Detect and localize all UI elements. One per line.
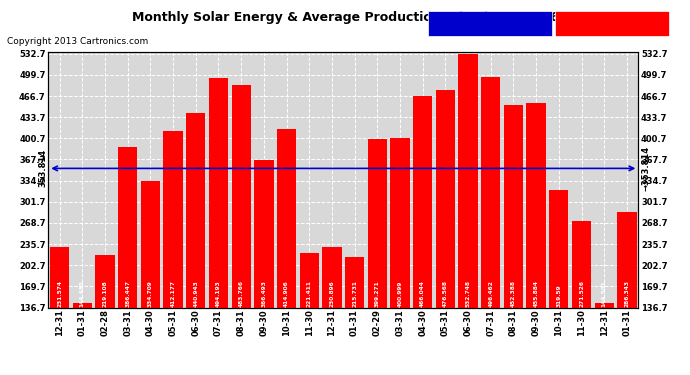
Bar bbox=[277, 129, 296, 308]
Text: 452.388: 452.388 bbox=[511, 280, 516, 307]
Text: 496.462: 496.462 bbox=[489, 280, 493, 307]
Text: 366.493: 366.493 bbox=[262, 280, 266, 307]
Text: 440.943: 440.943 bbox=[193, 280, 198, 307]
Bar bbox=[526, 103, 546, 308]
Bar bbox=[322, 247, 342, 308]
Bar bbox=[595, 303, 614, 307]
Text: 483.766: 483.766 bbox=[239, 280, 244, 307]
Bar bbox=[391, 138, 410, 308]
Bar bbox=[141, 181, 160, 308]
Bar bbox=[254, 160, 273, 308]
Text: Average  (kWh): Average (kWh) bbox=[453, 19, 526, 28]
Bar bbox=[618, 211, 637, 308]
Text: 494.193: 494.193 bbox=[216, 280, 221, 307]
Text: 231.574: 231.574 bbox=[57, 280, 62, 307]
Bar bbox=[413, 96, 433, 308]
Bar bbox=[368, 139, 387, 308]
Text: 399.271: 399.271 bbox=[375, 280, 380, 307]
Text: 271.526: 271.526 bbox=[579, 280, 584, 307]
Text: 144.485: 144.485 bbox=[80, 280, 85, 307]
Text: →353.814: →353.814 bbox=[641, 146, 650, 191]
Text: 319.59: 319.59 bbox=[556, 284, 562, 307]
Text: 144.501: 144.501 bbox=[602, 280, 607, 307]
Bar bbox=[345, 257, 364, 307]
Text: 215.731: 215.731 bbox=[352, 280, 357, 307]
Text: 532.748: 532.748 bbox=[466, 280, 471, 307]
Bar bbox=[164, 131, 183, 308]
Bar bbox=[299, 253, 319, 308]
Bar bbox=[504, 105, 523, 308]
Bar bbox=[232, 85, 250, 308]
Text: Monthly Solar Energy & Average Production Fri Feb 22 07:26: Monthly Solar Energy & Average Productio… bbox=[132, 11, 558, 24]
Text: Copyright 2013 Cartronics.com: Copyright 2013 Cartronics.com bbox=[7, 38, 148, 46]
Text: 334.709: 334.709 bbox=[148, 280, 153, 307]
Text: 466.044: 466.044 bbox=[420, 280, 425, 307]
Bar bbox=[481, 77, 500, 308]
Bar bbox=[50, 247, 69, 308]
Text: 414.906: 414.906 bbox=[284, 280, 289, 307]
Bar bbox=[186, 112, 206, 308]
Bar bbox=[572, 221, 591, 308]
Text: 455.884: 455.884 bbox=[533, 280, 539, 307]
Bar bbox=[118, 147, 137, 308]
Bar bbox=[72, 303, 92, 307]
Text: 286.343: 286.343 bbox=[624, 280, 629, 307]
Text: 386.447: 386.447 bbox=[125, 280, 130, 307]
Bar bbox=[458, 54, 477, 307]
Text: 221.411: 221.411 bbox=[307, 280, 312, 307]
Text: 353.814: 353.814 bbox=[39, 149, 48, 188]
Text: 230.896: 230.896 bbox=[329, 280, 335, 307]
Bar bbox=[209, 78, 228, 308]
Bar bbox=[95, 255, 115, 308]
Text: 412.177: 412.177 bbox=[170, 280, 175, 307]
Text: 219.108: 219.108 bbox=[103, 280, 108, 307]
Text: 476.568: 476.568 bbox=[443, 280, 448, 307]
Text: 400.999: 400.999 bbox=[397, 280, 402, 307]
Bar bbox=[436, 90, 455, 308]
Bar bbox=[549, 190, 569, 308]
Text: Daily  (kWh): Daily (kWh) bbox=[583, 19, 641, 28]
